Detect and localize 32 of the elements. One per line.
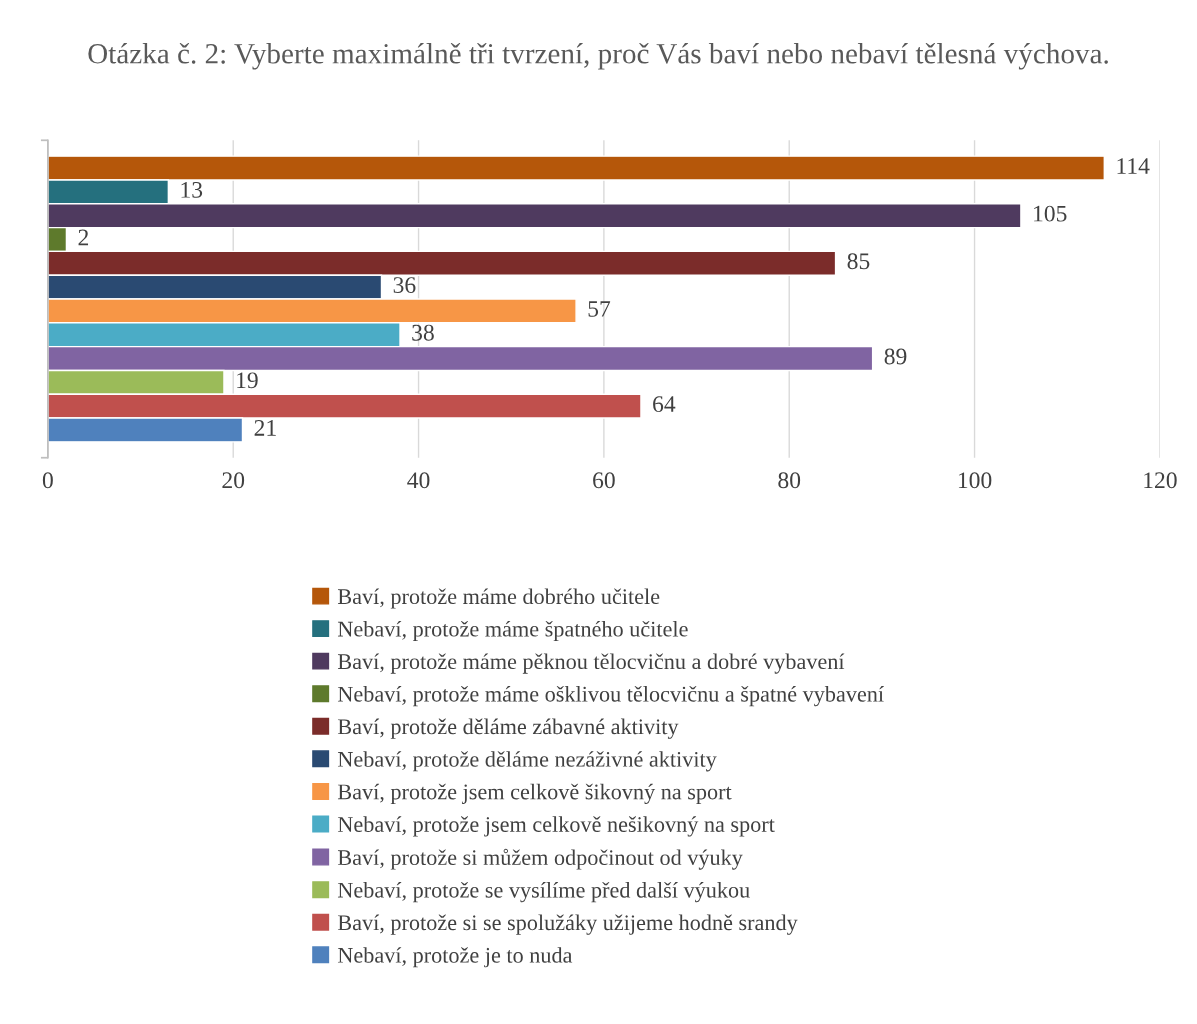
data-label: 85 [847, 253, 870, 270]
data-label: 36 [393, 277, 416, 294]
data-label: 105 [1034, 205, 1067, 222]
data-label: 13 [181, 181, 203, 198]
data-label: 21 [254, 419, 276, 436]
x-tick-label: 40 [407, 472, 430, 489]
legend-label: Nebaví, protože děláme nezáživné aktivity [337, 751, 717, 772]
x-tick-label: 20 [222, 472, 245, 489]
x-tick-label: 120 [1144, 472, 1177, 489]
legend-label: Nebaví, protože máme špatného učitele [337, 620, 688, 642]
data-label: 114 [1117, 158, 1150, 174]
x-tick-label: 100 [958, 472, 992, 489]
legend-label: Nebaví, protože jsem celkově nešikovný na sport [337, 816, 775, 837]
data-label: 38 [412, 324, 434, 341]
legend-label: Baví, protože jsem celkově šikovný na sport [337, 783, 732, 804]
legend-label: Baví, protože si můžem odpočinout od výuky [337, 848, 743, 870]
data-label: 57 [588, 301, 611, 317]
legend-label: Nebaví, protože se vysílíme před další výukou [337, 881, 750, 903]
legend-label: Nebaví, protože máme ošklivou tělocvičnu a špatné vybavení [337, 686, 884, 707]
legend-label: Baví, protože si se spolužáky užijeme hodně srandy [337, 914, 798, 935]
legend-label: Baví, protože máme dobrého učitele [337, 588, 660, 609]
data-label: 64 [653, 396, 676, 413]
data-label: 19 [237, 372, 258, 389]
legend-label: Baví, protože děláme zábavné aktivity [337, 718, 679, 739]
chart-title: Otázka č. 2: Vyberte maximálně tři tvrzení, proč Vás baví nebo nebaví tělesná výchova. [88, 43, 1108, 70]
data-label: 89 [884, 348, 907, 365]
data-label: 2 [78, 229, 89, 246]
legend-label: Nebaví, protože je to nuda [337, 947, 573, 968]
x-tick-label: 80 [778, 472, 801, 489]
x-tick-label: 60 [593, 472, 615, 489]
x-tick-label: 0 [42, 472, 53, 489]
legend-label: Baví, protože máme pěknou tělocvičnu a dobré vybavení [337, 653, 845, 674]
